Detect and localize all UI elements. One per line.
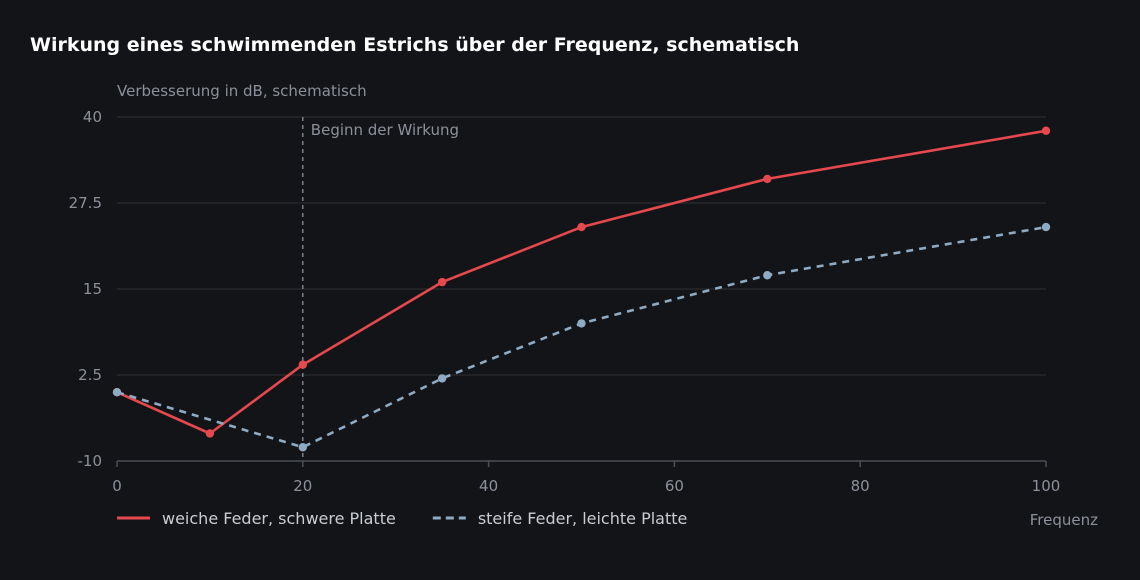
data-point bbox=[763, 271, 772, 280]
data-point bbox=[205, 429, 215, 438]
data-point bbox=[577, 222, 586, 232]
y-tick-label: 15 bbox=[83, 280, 102, 298]
x-tick-label: 100 bbox=[1032, 477, 1061, 495]
data-point bbox=[1041, 222, 1051, 232]
series-line-1 bbox=[116, 129, 1047, 435]
chart-title: Wirkung eines schwimmenden Estrichs über… bbox=[30, 34, 799, 56]
legend: weiche Feder, schwere Platte steife Feder… bbox=[117, 509, 687, 528]
y-axis-label: Verbesserung in dB, schematisch bbox=[117, 82, 367, 100]
data-point bbox=[112, 388, 122, 397]
data-point bbox=[1041, 126, 1051, 135]
x-axis-label: Frequenz bbox=[1030, 511, 1098, 529]
data-point bbox=[577, 319, 586, 328]
data-point bbox=[437, 374, 447, 383]
annotation-label: Beginn der Wirkung bbox=[311, 121, 459, 139]
x-tick-label: 80 bbox=[851, 477, 870, 495]
data-point bbox=[298, 443, 307, 452]
x-tick-labels: 0 20 40 60 80 100 bbox=[112, 461, 1060, 495]
x-tick-label: 60 bbox=[665, 477, 684, 495]
x-tick-label: 40 bbox=[479, 477, 498, 495]
series bbox=[112, 126, 1051, 452]
series-line-2 bbox=[116, 225, 1047, 449]
y-tick-label: -10 bbox=[78, 452, 103, 470]
y-tick-label: 27.5 bbox=[69, 194, 102, 212]
data-point bbox=[437, 277, 447, 287]
x-tick-label: 0 bbox=[112, 477, 122, 495]
annotations: Beginn der Wirkung bbox=[302, 117, 459, 461]
y-tick-labels: -10 2.5 15 27.5 40 bbox=[69, 108, 102, 470]
grid-lines bbox=[117, 116, 1046, 462]
legend-label-2: steife Feder, leichte Platte bbox=[478, 509, 688, 528]
data-point bbox=[763, 174, 772, 184]
y-tick-label: 2.5 bbox=[78, 366, 102, 384]
x-tick-label: 20 bbox=[293, 477, 312, 495]
legend-label-1: weiche Feder, schwere Platte bbox=[162, 509, 396, 528]
data-point bbox=[298, 360, 307, 369]
y-tick-label: 40 bbox=[83, 108, 102, 126]
